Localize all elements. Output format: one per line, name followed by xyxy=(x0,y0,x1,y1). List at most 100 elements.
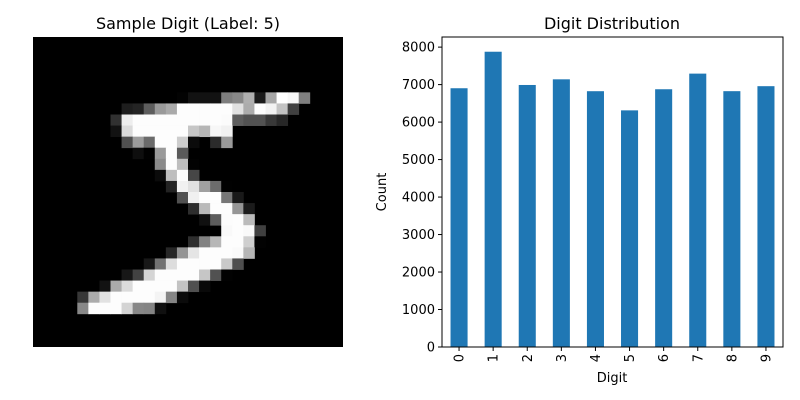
pixel xyxy=(154,147,167,160)
digit-image-title: Sample Digit (Label: 5) xyxy=(96,14,280,33)
y-tick-label: 7000 xyxy=(402,78,435,93)
y-tick-label: 5000 xyxy=(402,153,435,168)
pixel xyxy=(221,214,233,226)
pixel xyxy=(188,92,200,104)
pixel xyxy=(199,92,211,104)
pixel xyxy=(165,291,178,304)
pixel xyxy=(154,269,167,281)
pixel xyxy=(165,169,178,182)
pixel xyxy=(165,136,178,149)
pixel xyxy=(210,258,222,270)
pixel xyxy=(176,258,189,270)
pixel xyxy=(287,92,300,104)
pixel xyxy=(143,280,156,293)
pixel xyxy=(132,114,145,126)
pixel xyxy=(221,114,233,126)
y-axis-ticks: 0 1000 2000 3000 4000 5000 6000 7000 8000 xyxy=(402,41,442,356)
pixel xyxy=(154,302,167,315)
pixel xyxy=(188,247,200,259)
pixel xyxy=(243,92,255,104)
pixel xyxy=(254,236,266,248)
y-axis-label: Count xyxy=(375,173,390,212)
pixel xyxy=(165,280,178,293)
pixel xyxy=(143,291,156,304)
pixel xyxy=(154,136,167,149)
pixel xyxy=(110,302,122,315)
pixel xyxy=(243,203,255,215)
x-tick-label: 2 xyxy=(521,354,536,362)
x-axis-ticks: 0 1 2 3 4 5 6 7 8 9 xyxy=(453,347,774,362)
pixel xyxy=(176,136,189,149)
pixel xyxy=(143,136,156,149)
plot-frame xyxy=(441,36,784,348)
pixel xyxy=(99,302,111,315)
pixel xyxy=(232,214,244,226)
pixel xyxy=(232,247,244,259)
pixel xyxy=(143,269,156,281)
pixel xyxy=(132,302,145,315)
pixel xyxy=(287,103,300,115)
pixel xyxy=(121,280,134,293)
pixel xyxy=(232,192,244,204)
pixel xyxy=(154,258,167,270)
pixel xyxy=(188,192,200,204)
bar-series xyxy=(450,51,775,348)
bar-2 xyxy=(518,84,536,347)
pixel xyxy=(221,225,233,237)
pixel xyxy=(165,125,178,138)
pixel xyxy=(154,158,167,171)
pixel xyxy=(199,258,211,270)
pixel xyxy=(143,103,156,115)
bar-chart-title: Digit Distribution xyxy=(544,14,680,33)
x-tick-label: 7 xyxy=(691,354,706,362)
x-tick-label: 9 xyxy=(759,354,774,362)
pixel xyxy=(121,125,134,138)
pixel xyxy=(221,258,233,270)
bar-0 xyxy=(450,88,468,348)
pixel xyxy=(276,92,289,104)
pixel xyxy=(121,291,134,304)
pixel xyxy=(99,280,111,293)
x-tick-label: 1 xyxy=(487,354,502,362)
pixel xyxy=(132,291,145,304)
pixel xyxy=(143,302,156,315)
pixel xyxy=(276,114,289,126)
pixel xyxy=(243,247,255,259)
pixel xyxy=(188,103,200,115)
digit-distribution-chart: Digit Distribution 0 1000 2000 3000 4000 5000… xyxy=(375,14,784,386)
digit-pixel-grid xyxy=(77,92,311,315)
pixel xyxy=(298,92,311,104)
pixel xyxy=(221,192,233,204)
pixel xyxy=(165,258,178,270)
pixel xyxy=(265,114,277,126)
pixel xyxy=(199,114,211,126)
x-tick-label: 3 xyxy=(555,354,570,362)
pixel xyxy=(199,203,211,215)
pixel xyxy=(121,103,134,115)
pixel xyxy=(77,291,89,304)
pixel xyxy=(199,192,211,204)
bar-6 xyxy=(655,89,673,347)
pixel xyxy=(121,302,134,315)
pixel xyxy=(165,103,178,115)
x-tick-label: 6 xyxy=(657,354,672,362)
pixel xyxy=(88,291,100,304)
pixel xyxy=(199,125,211,138)
y-tick-label: 4000 xyxy=(402,191,435,206)
pixel xyxy=(232,236,244,248)
pixel xyxy=(154,169,167,182)
pixel xyxy=(99,291,111,304)
bar-1 xyxy=(484,51,502,347)
pixel xyxy=(210,192,222,204)
pixel xyxy=(221,269,233,281)
pixel xyxy=(210,236,222,248)
pixel xyxy=(254,103,266,115)
pixel xyxy=(210,214,222,226)
pixel xyxy=(199,247,211,259)
pixel xyxy=(243,103,255,115)
bar-7 xyxy=(689,73,707,348)
pixel xyxy=(176,247,189,259)
y-tick-label: 6000 xyxy=(402,116,435,131)
pixel xyxy=(188,236,200,248)
